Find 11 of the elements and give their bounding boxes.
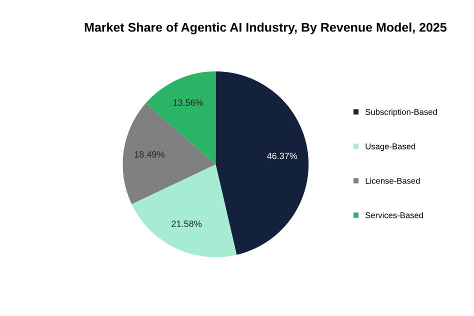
legend-label: Services-Based bbox=[366, 212, 423, 218]
legend-label: Subscription-Based bbox=[366, 108, 437, 117]
data-label: 18.49% bbox=[134, 151, 164, 158]
legend-label: Usage-Based bbox=[366, 143, 416, 151]
legend-label: License-Based bbox=[366, 178, 420, 184]
data-label: 13.56% bbox=[173, 99, 204, 106]
chart-title: Market Share of Agentic AI Industry, By Revenue Model, 2025 bbox=[84, 22, 447, 34]
pie-slice bbox=[132, 164, 237, 258]
data-label: 21.58% bbox=[172, 220, 202, 227]
data-label: 46.37% bbox=[267, 152, 298, 160]
pie-slice bbox=[216, 71, 309, 255]
